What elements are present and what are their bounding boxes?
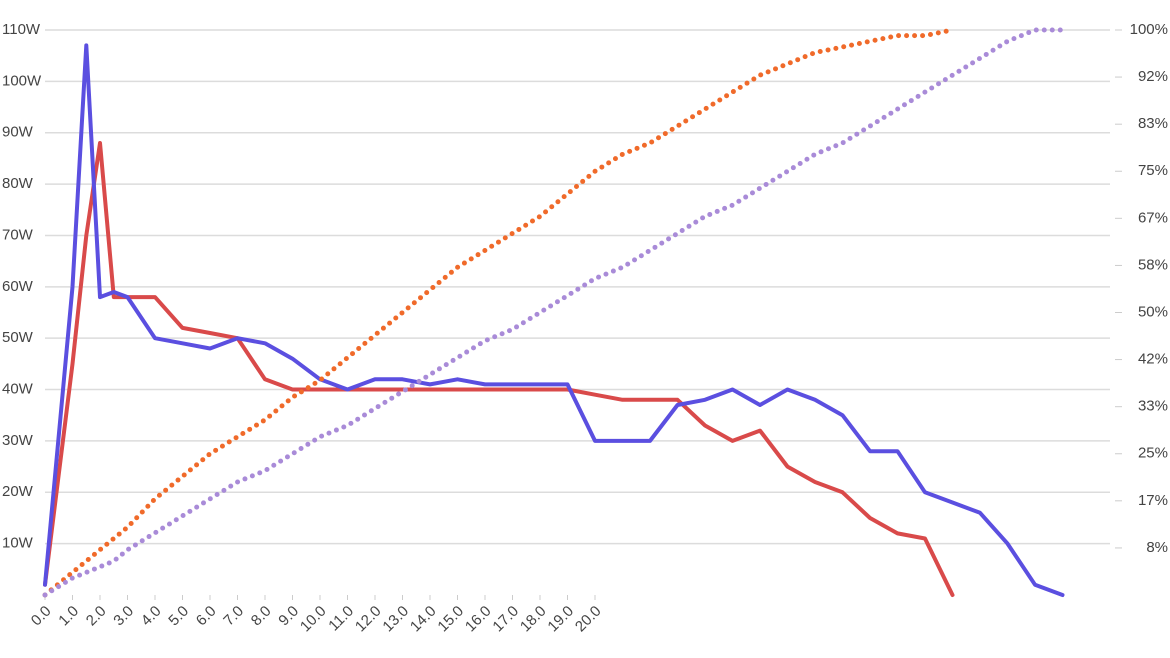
- x-tick-label: 15.0: [434, 603, 467, 636]
- x-tick-label: 3.0: [110, 603, 137, 630]
- y2-tick-label: 17%: [1138, 492, 1168, 509]
- power-line: [43, 141, 955, 597]
- y-tick-label: 60W: [2, 278, 34, 295]
- x-tick-label: 0.0: [28, 603, 55, 630]
- power-line: [43, 43, 1065, 597]
- x-tick-label: 1.0: [55, 603, 82, 630]
- x-tick-label: 12.0: [352, 603, 385, 636]
- x-tick-label: 6.0: [193, 603, 220, 630]
- y2-tick-label: 92%: [1138, 68, 1168, 85]
- x-tick-label: 5.0: [165, 603, 192, 630]
- x-tick-label: 16.0: [462, 603, 495, 636]
- y-tick-label: 10W: [2, 535, 34, 552]
- y2-tick-label: 50%: [1138, 303, 1168, 320]
- y-tick-label: 20W: [2, 483, 34, 500]
- y2-tick-label: 33%: [1138, 398, 1168, 415]
- y2-tick-label: 8%: [1146, 539, 1168, 556]
- y2-tick-label: 67%: [1138, 209, 1168, 226]
- battery-line: [42, 27, 955, 598]
- y2-tick-label: 75%: [1138, 162, 1168, 179]
- x-tick-label: 13.0: [379, 603, 412, 636]
- x-tick-label: 11.0: [325, 603, 357, 635]
- y-tick-label: 30W: [2, 432, 34, 449]
- y-tick-label: 110W: [2, 21, 41, 38]
- battery-line: [42, 27, 1065, 598]
- y-tick-label: 50W: [2, 329, 34, 346]
- y-tick-label: 70W: [2, 226, 34, 243]
- x-tick-label: 14.0: [407, 603, 440, 636]
- y2-tick-label: 42%: [1138, 351, 1168, 368]
- y-tick-label: 100W: [2, 72, 42, 89]
- y2-tick-label: 58%: [1138, 256, 1168, 273]
- x-tick-label: 2.0: [83, 603, 110, 630]
- x-tick-label: 7.0: [220, 603, 247, 630]
- y-tick-label: 90W: [2, 124, 34, 141]
- y2-tick-label: 25%: [1138, 445, 1168, 462]
- x-tick-label: 10.0: [297, 603, 330, 636]
- x-tick-label: 18.0: [517, 603, 550, 636]
- x-tick-label: 4.0: [138, 603, 165, 630]
- y-tick-label: 40W: [2, 381, 34, 398]
- x-tick-label: 8.0: [248, 603, 275, 630]
- x-tick-label: 19.0: [544, 603, 577, 636]
- y2-tick-label: 83%: [1138, 115, 1168, 132]
- y-tick-label: 80W: [2, 175, 34, 192]
- x-tick-label: 20.0: [572, 603, 605, 636]
- x-tick-label: 17.0: [489, 603, 522, 636]
- y2-tick-label: 100%: [1130, 21, 1168, 38]
